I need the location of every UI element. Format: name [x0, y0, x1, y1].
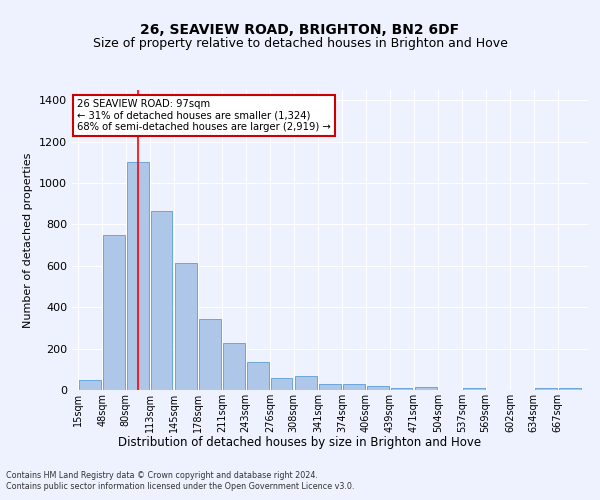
Text: Contains public sector information licensed under the Open Government Licence v3: Contains public sector information licen… [6, 482, 355, 491]
Text: Size of property relative to detached houses in Brighton and Hove: Size of property relative to detached ho… [92, 38, 508, 51]
Bar [271, 378, 292, 390]
Y-axis label: Number of detached properties: Number of detached properties [23, 152, 34, 328]
Bar [127, 162, 149, 390]
Bar [103, 235, 125, 390]
Bar [295, 376, 317, 390]
Bar [343, 384, 365, 390]
Bar [247, 362, 269, 390]
Bar [391, 388, 412, 390]
Text: Distribution of detached houses by size in Brighton and Hove: Distribution of detached houses by size … [118, 436, 482, 449]
Bar [415, 387, 437, 390]
Text: 26, SEAVIEW ROAD, BRIGHTON, BN2 6DF: 26, SEAVIEW ROAD, BRIGHTON, BN2 6DF [140, 22, 460, 36]
Bar [223, 344, 245, 390]
Bar [175, 263, 197, 390]
Text: Contains HM Land Registry data © Crown copyright and database right 2024.: Contains HM Land Registry data © Crown c… [6, 470, 318, 480]
Bar [151, 211, 172, 390]
Bar [463, 388, 485, 390]
Bar [559, 388, 581, 390]
Text: 26 SEAVIEW ROAD: 97sqm
← 31% of detached houses are smaller (1,324)
68% of semi-: 26 SEAVIEW ROAD: 97sqm ← 31% of detached… [77, 99, 331, 132]
Bar [319, 384, 341, 390]
Bar [367, 386, 389, 390]
Bar [79, 380, 101, 390]
Bar [535, 388, 557, 390]
Bar [199, 318, 221, 390]
